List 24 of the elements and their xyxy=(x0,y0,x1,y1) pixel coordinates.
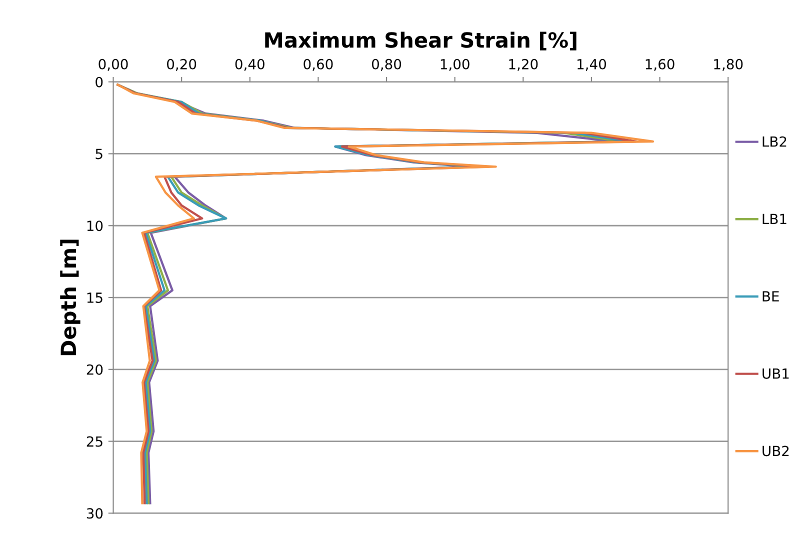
x-tick-label: 0,20 xyxy=(167,58,196,71)
legend-label: LB1 xyxy=(762,214,786,224)
y-tick-label: 10 xyxy=(87,220,103,232)
x-axis-title: Maximum Shear Strain [%] xyxy=(265,32,576,50)
y-tick-label: 0 xyxy=(96,76,103,88)
x-tick-label: 0,40 xyxy=(235,58,264,71)
legend-label: UB2 xyxy=(762,446,789,456)
legend-label: BE xyxy=(762,291,779,302)
x-tick-label: 1,80 xyxy=(714,58,743,71)
x-tick-label: 0,60 xyxy=(304,58,333,71)
x-tick-label: 0,80 xyxy=(372,58,402,71)
legend-label: LB2 xyxy=(762,136,786,147)
y-tick-label: 5 xyxy=(96,148,102,160)
y-axis-title: Depth [m] xyxy=(60,240,80,356)
x-tick-label: 1,20 xyxy=(509,58,538,71)
y-tick-label: 25 xyxy=(86,436,102,447)
x-tick-label: 1,40 xyxy=(578,58,606,71)
legend-label: UB1 xyxy=(762,368,789,379)
x-tick-label: 1,60 xyxy=(646,58,674,71)
y-tick-label: 20 xyxy=(86,364,103,375)
y-tick-label: 15 xyxy=(87,292,102,303)
x-tick-label: 0,00 xyxy=(98,58,128,71)
y-tick-label: 30 xyxy=(86,508,103,519)
x-tick-label: 1,00 xyxy=(440,58,470,71)
